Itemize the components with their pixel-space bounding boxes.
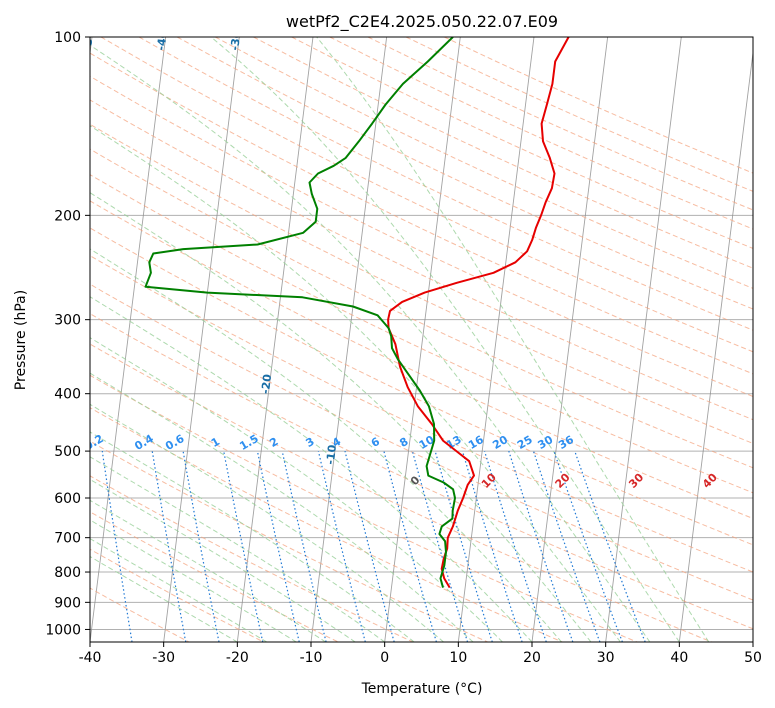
moist-adiabat-line: [90, 538, 268, 642]
moist-adiabat-line: [90, 125, 621, 642]
dry-adiabat-line: [176, 37, 753, 310]
x-tick-label: 30: [597, 650, 615, 666]
dry-adiabat-line: [90, 99, 753, 421]
mixing-ratio-line: [461, 450, 523, 642]
isotherm-line: [384, 37, 461, 642]
y-tick-label: 900: [54, 595, 81, 611]
moist-adiabat-line: [90, 519, 297, 642]
moist-adiabat-line: [90, 478, 356, 642]
dry-adiabat-line: [90, 227, 753, 546]
moist-adiabat-line: [90, 372, 474, 642]
profile-lines: [144, 37, 570, 589]
x-axis-label: Temperature (°C): [361, 681, 483, 697]
isotherm-line: [605, 37, 682, 642]
mixing-ratio-line: [574, 450, 646, 642]
isotherm-line: [236, 37, 314, 642]
x-tick-label: -20: [226, 650, 249, 666]
isotherm-tick-label: -30: [228, 30, 243, 52]
y-tick-label: 200: [54, 208, 81, 224]
x-tick-label: -40: [79, 650, 102, 666]
isotherm-line: [90, 37, 167, 642]
isotherm-line: [678, 49, 753, 642]
dry-adiabat-line: [215, 37, 753, 289]
y-tick-label: 500: [54, 444, 81, 460]
dry-adiabat-line: [90, 123, 753, 444]
mixing-ratio-line: [434, 450, 493, 642]
dry-adiabat-line: [90, 343, 714, 642]
moist-adiabat-line: [210, 37, 680, 642]
axes: -40 -30 -20 -10 0 10 20 30 40 50 100 200 300 400 500 60…: [45, 30, 762, 666]
isotherm-line: [457, 37, 535, 642]
isotherm-tick-label: -10: [324, 444, 339, 466]
moist-adiabat-line: [90, 296, 533, 642]
y-tick-label: 800: [54, 565, 81, 581]
x-tick-label: -10: [300, 650, 323, 666]
isotherm-tick-label: -50: [81, 30, 96, 52]
dry-adiabat-line: [90, 52, 753, 375]
x-tick-label: 50: [744, 650, 762, 666]
y-tick-label: 400: [54, 387, 81, 403]
y-axis-label: Pressure (hPa): [13, 290, 29, 390]
moist-adiabat-line: [90, 337, 503, 642]
x-tick-label: 20: [523, 650, 541, 666]
x-tick-label: 0: [380, 650, 389, 666]
dry-adiabat-line: [90, 283, 753, 601]
chart-title: wetPf2_C2E4.2025.050.22.07.E09: [286, 12, 558, 32]
temperature-line: [387, 37, 570, 589]
dry-adiabat-line: [90, 407, 564, 642]
dry-adiabat-line: [90, 374, 639, 642]
mixing-ratio-line: [553, 450, 623, 642]
mixing-ratio-line: [256, 450, 300, 642]
isotherm-tick-label: -40: [154, 30, 169, 52]
dry-adiabat-line: [90, 511, 340, 642]
moist-adiabat-line: [90, 192, 592, 642]
mixing-ratio-line: [383, 450, 437, 642]
moist-adiabat-line: [90, 555, 238, 642]
dry-adiabat-line: [90, 174, 753, 494]
mixing-ratio-line: [411, 450, 469, 642]
moist-adiabat-line: [90, 456, 385, 642]
dry-adiabat-line: [90, 548, 265, 642]
x-tick-label: 10: [449, 650, 467, 666]
plot-frame: [89, 36, 754, 643]
isotherm-line: [163, 37, 240, 642]
y-tick-label: 1000: [45, 622, 81, 638]
y-tick-label: 600: [54, 491, 81, 507]
dry-adiabat-line: [90, 440, 489, 642]
mixing-ratio-line: [532, 450, 601, 642]
dewpoint-line: [144, 37, 456, 588]
mixing-ratio-line: [182, 450, 220, 642]
isotherm-tick-label: -20: [259, 373, 274, 395]
y-tick-label: 300: [54, 313, 81, 329]
dry-adiabat-line: [90, 313, 753, 630]
y-tick-label: 700: [54, 531, 81, 547]
mixing-ratio-line: [484, 450, 547, 642]
y-tick-label: 100: [54, 30, 81, 46]
mixing-ratio-line: [101, 451, 133, 642]
dry-adiabat-line: [90, 200, 753, 520]
x-tick-label: 40: [670, 650, 688, 666]
x-tick-label: -30: [152, 650, 175, 666]
moist-adiabat-line: [90, 403, 444, 642]
moist-adiabat-line: [90, 44, 651, 642]
mixing-ratio-line: [281, 450, 327, 642]
mixing-ratio-line: [223, 450, 264, 642]
isotherm-line: [310, 37, 388, 642]
mixing-ratio-line: [317, 450, 366, 642]
dry-adiabat-line: [90, 475, 415, 642]
mixing-ratio-line: [508, 450, 574, 642]
background-lines: [90, 37, 753, 642]
moist-adiabat-line: [316, 37, 710, 642]
moist-adiabat-line: [90, 248, 562, 642]
dry-adiabat-line: [100, 37, 753, 353]
mixing-ratio-line: [344, 450, 395, 642]
